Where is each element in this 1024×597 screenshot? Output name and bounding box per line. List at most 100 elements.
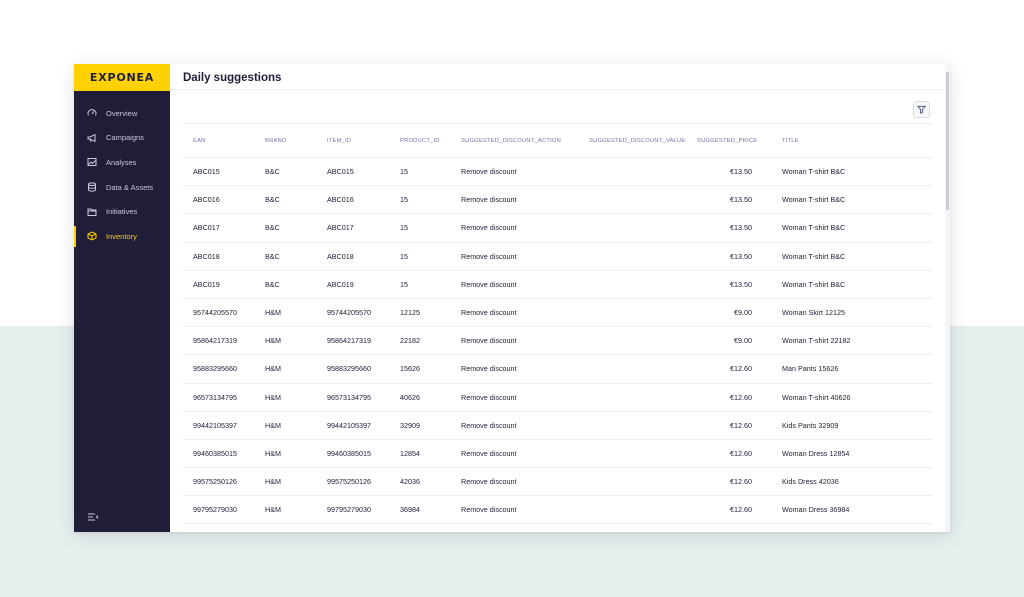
cell-brand: B&C <box>255 157 317 187</box>
cell-suggested-price: €12.60 <box>697 467 772 497</box>
filter-icon <box>917 105 926 114</box>
cell-discount-action: Remove discount <box>451 242 579 271</box>
sidebar-item-label: Campaigns <box>106 133 144 143</box>
cell-brand: B&C <box>255 270 317 299</box>
cell-title: Woman T-shirt B&C <box>772 185 932 215</box>
cell-title: Woman T-shirt B&C <box>772 157 932 187</box>
sidebar-item-label: Initiatives <box>106 207 138 217</box>
cell-product-id: 22182 <box>390 326 451 356</box>
table-body: ABC015 B&C ABC015 15 Remove discount €13.50 Wo… <box>183 157 932 532</box>
column-header-suggested-discount-action[interactable]: SUGGESTED_DISCOUNT_ACTION <box>451 124 579 158</box>
logo-bar[interactable]: EXPONEA <box>74 64 170 91</box>
table-row[interactable]: 95883295660 H&M 95883295660 15626 Remove dis… <box>183 354 932 384</box>
cell-product-id: 12854 <box>390 439 451 469</box>
sidebar-item-campaigns[interactable]: Campaigns <box>74 126 170 151</box>
cell-brand: H&M <box>255 467 317 497</box>
cell-product-id: 32909 <box>390 411 451 440</box>
table-row[interactable]: ABC019 B&C ABC019 15 Remove discount €13.50 Wo… <box>183 270 932 299</box>
cell-ean: 99575250126 <box>183 467 255 497</box>
cell-item-id: 99460385015 <box>317 439 390 469</box>
cell-brand: H&M <box>255 326 317 356</box>
table-row[interactable]: ABC015 B&C ABC015 15 Remove discount €13.50 Wo… <box>183 157 932 187</box>
sidebar: EXPONEA Overview Campaigns Analyses <box>74 64 170 532</box>
database-icon <box>87 182 97 192</box>
cell-discount-value <box>579 213 697 243</box>
gauge-icon <box>87 108 97 118</box>
cell-title: Man Pants 15626 <box>772 354 932 384</box>
cell-discount-value <box>579 270 697 299</box>
cell-brand: H&M <box>255 439 317 469</box>
table-row[interactable]: ABC017 B&C ABC017 15 Remove discount €13.50 Wo… <box>183 213 932 243</box>
table-row[interactable]: 96573134795 H&M 96573134795 40626 Remove dis… <box>183 383 932 412</box>
table-row[interactable]: 95744205570 H&M 95744205570 12125 Remove dis… <box>183 298 932 328</box>
cell-title: Kids Dress 42036 <box>772 467 932 497</box>
cell-item-id: 96573134795 <box>317 383 390 412</box>
cell-suggested-price: €16.20 <box>697 523 772 532</box>
cell-product-id: 36984 <box>390 495 451 525</box>
cell-product-id: 12125 <box>390 298 451 328</box>
cell-title: Woman T-shirt 40626 <box>772 383 932 412</box>
table-header-row: EAN BRAND ITEM_ID PRODUCT_ID SUGGESTED_D… <box>183 124 932 158</box>
cell-product-id: 15626 <box>390 354 451 384</box>
table-row[interactable]: 99575250126 H&M 99575250126 42036 Remove dis… <box>183 467 932 497</box>
scrollbar[interactable] <box>945 64 950 532</box>
cell-suggested-price: €13.50 <box>697 185 772 215</box>
sidebar-item-analyses[interactable]: Analyses <box>74 150 170 175</box>
cell-title: Woman T-shirt B&C <box>772 242 932 271</box>
cell-ean: ABC018 <box>183 242 255 271</box>
sidebar-item-inventory[interactable]: Inventory <box>74 224 170 249</box>
cell-discount-value <box>579 467 697 497</box>
main-content: Daily suggestions E <box>170 64 950 532</box>
column-header-product-id[interactable]: PRODUCT_ID <box>390 124 451 158</box>
cell-discount-value <box>579 495 697 525</box>
cell-discount-action: Remove discount <box>451 523 579 532</box>
cell-ean: 96885660481 <box>183 523 255 532</box>
app-window: EXPONEA Overview Campaigns Analyses <box>74 64 950 532</box>
column-header-suggested-price[interactable]: SUGGESTED_PRICE <box>697 124 772 158</box>
cell-item-id: 95864217319 <box>317 326 390 356</box>
cell-discount-action: Remove discount <box>451 157 579 187</box>
cell-suggested-price: €9.00 <box>697 326 772 356</box>
cell-item-id: ABC018 <box>317 242 390 271</box>
cell-ean: ABC019 <box>183 270 255 299</box>
table-row[interactable]: 99795279030 H&M 99795279030 36984 Remove dis… <box>183 495 932 525</box>
table-row[interactable]: ABC016 B&C ABC016 15 Remove discount €13.50 Wo… <box>183 185 932 215</box>
cell-ean: 95744205570 <box>183 298 255 328</box>
divider <box>170 89 950 90</box>
scrollbar-thumb[interactable] <box>946 72 949 210</box>
column-header-item-id[interactable]: ITEM_ID <box>317 124 390 158</box>
cell-discount-value <box>579 242 697 271</box>
divider <box>183 123 932 124</box>
cell-product-id: 40626 <box>390 383 451 412</box>
collapse-menu-icon[interactable] <box>87 509 99 521</box>
cell-brand: H&M <box>255 495 317 525</box>
cell-title: Woman Skirt 12125 <box>772 298 932 328</box>
cell-ean: 95883295660 <box>183 354 255 384</box>
cell-brand: H&M <box>255 411 317 440</box>
table-row[interactable]: 99460385015 H&M 99460385015 12854 Remove dis… <box>183 439 932 469</box>
cell-discount-action: Remove discount <box>451 383 579 412</box>
cell-discount-action: Remove discount <box>451 495 579 525</box>
cell-item-id: ABC016 <box>317 185 390 215</box>
column-header-brand[interactable]: BRAND <box>255 124 317 158</box>
cell-discount-action: Remove discount <box>451 298 579 328</box>
table-row[interactable]: 99442105397 H&M 99442105397 32909 Remove dis… <box>183 411 932 440</box>
cell-product-id: 15 <box>390 270 451 299</box>
table-row[interactable]: ABC018 B&C ABC018 15 Remove discount €13.50 Wo… <box>183 242 932 271</box>
cell-discount-value <box>579 185 697 215</box>
cell-product-id: 42036 <box>390 467 451 497</box>
cell-title: Woman Dress 36984 <box>772 495 932 525</box>
table-row[interactable]: 95864217319 H&M 95864217319 22182 Remove dis… <box>183 326 932 356</box>
column-header-title[interactable]: TITLE <box>772 124 932 158</box>
table-row[interactable]: 96885660481H&M9688566048148002Remove dis… <box>183 523 932 532</box>
filter-button[interactable] <box>913 101 930 118</box>
cell-discount-action: Remove discount <box>451 439 579 469</box>
cell-discount-value <box>579 523 697 532</box>
cell-discount-action: Remove discount <box>451 326 579 356</box>
sidebar-item-data-assets[interactable]: Data & Assets <box>74 175 170 200</box>
sidebar-item-overview[interactable]: Overview <box>74 101 170 126</box>
column-header-suggested-discount-value[interactable]: SUGGESTED_DISCOUNT_VALUE <box>579 124 697 158</box>
cell-item-id: 99442105397 <box>317 411 390 440</box>
sidebar-item-initiatives[interactable]: Initiatives <box>74 199 170 224</box>
column-header-ean[interactable]: EAN <box>183 124 255 158</box>
